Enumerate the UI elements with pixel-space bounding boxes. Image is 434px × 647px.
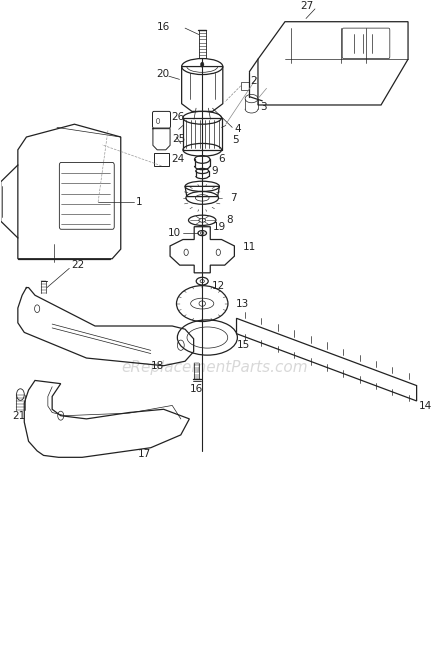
Text: 16: 16	[190, 384, 203, 394]
Text: 17: 17	[138, 449, 151, 459]
Text: 1: 1	[135, 197, 142, 207]
Text: 21: 21	[12, 411, 26, 421]
Text: 27: 27	[299, 1, 312, 11]
Text: eReplacementParts.com: eReplacementParts.com	[122, 360, 308, 375]
Text: 18: 18	[151, 361, 164, 371]
Text: 13: 13	[235, 298, 248, 309]
Text: 8: 8	[226, 215, 233, 225]
Text: 15: 15	[236, 340, 249, 350]
Text: 10: 10	[167, 228, 181, 238]
Text: 9: 9	[211, 166, 218, 176]
Text: 6: 6	[218, 155, 225, 164]
Text: 24: 24	[171, 155, 184, 164]
Text: 19: 19	[213, 222, 226, 232]
Circle shape	[200, 62, 204, 67]
Text: 16: 16	[156, 22, 170, 32]
Text: 7: 7	[230, 193, 236, 203]
Text: 20: 20	[155, 69, 169, 79]
Text: 14: 14	[418, 401, 431, 411]
Text: 2: 2	[250, 76, 256, 85]
Text: 12: 12	[211, 281, 224, 291]
Text: 3: 3	[260, 102, 266, 112]
Text: 4: 4	[234, 124, 240, 135]
Text: 26: 26	[171, 111, 184, 122]
Text: 25: 25	[171, 134, 184, 144]
Text: 22: 22	[71, 260, 85, 270]
Text: 11: 11	[243, 242, 256, 252]
Text: 5: 5	[232, 135, 238, 145]
Bar	[153, 153, 169, 166]
